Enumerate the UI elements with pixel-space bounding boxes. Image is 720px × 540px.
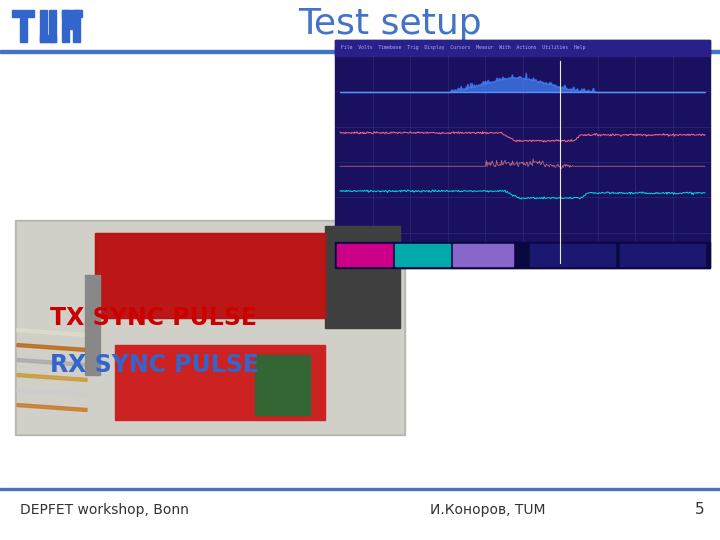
Bar <box>255 355 310 415</box>
Text: Test setup: Test setup <box>298 7 482 41</box>
Bar <box>395 244 450 266</box>
Bar <box>85 275 100 375</box>
Text: TX SYNC PULSE: TX SYNC PULSE <box>50 306 257 330</box>
Bar <box>337 244 392 266</box>
Bar <box>73 10 80 42</box>
FancyArrow shape <box>17 343 87 352</box>
Bar <box>95 233 325 318</box>
Bar <box>325 226 400 328</box>
Bar <box>62 10 69 42</box>
Bar <box>70 17 77 29</box>
FancyArrow shape <box>17 388 87 396</box>
Bar <box>620 244 705 266</box>
Bar <box>12 10 34 17</box>
Bar <box>62 10 82 17</box>
Bar <box>335 40 710 56</box>
Bar <box>49 10 56 42</box>
Bar <box>17 222 403 433</box>
Bar <box>335 242 710 268</box>
Bar <box>0 0 720 50</box>
Bar <box>453 244 513 266</box>
Bar <box>40 35 56 42</box>
FancyArrow shape <box>17 374 87 381</box>
Bar <box>40 10 47 42</box>
FancyArrow shape <box>17 328 87 336</box>
Bar <box>0 50 720 53</box>
Bar <box>0 488 720 490</box>
Text: И.Коноров, TUM: И.Коноров, TUM <box>430 503 546 517</box>
FancyArrow shape <box>17 403 87 411</box>
Bar <box>95 233 325 318</box>
Bar <box>15 220 405 435</box>
Text: 5: 5 <box>696 503 705 517</box>
FancyArrow shape <box>17 359 87 367</box>
Text: RX SYNC PULSE: RX SYNC PULSE <box>50 353 259 377</box>
Bar <box>335 40 710 268</box>
Bar <box>20 17 27 42</box>
Text: DEPFET workshop, Bonn: DEPFET workshop, Bonn <box>20 503 189 517</box>
Bar <box>115 345 325 420</box>
Text: File  Volts  Timebase  Trig  Display  Cursors  Measur  With  Actions  Utilities : File Volts Timebase Trig Display Cursors… <box>341 45 585 51</box>
Bar <box>530 244 615 266</box>
